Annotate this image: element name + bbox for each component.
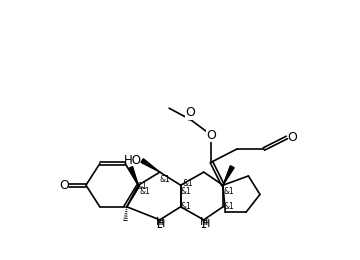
Text: &1: &1 <box>137 182 148 191</box>
Text: HO: HO <box>124 154 142 167</box>
Polygon shape <box>223 166 234 185</box>
Text: &1: &1 <box>181 202 192 211</box>
Text: O: O <box>59 179 69 192</box>
Text: O: O <box>287 131 297 144</box>
Polygon shape <box>141 159 160 172</box>
Polygon shape <box>129 167 138 185</box>
Text: H: H <box>199 217 208 227</box>
Text: &1: &1 <box>181 187 192 196</box>
Text: H: H <box>202 219 210 229</box>
Text: O: O <box>207 129 216 142</box>
Text: &1: &1 <box>140 187 150 196</box>
Text: O: O <box>186 106 195 119</box>
Text: &1: &1 <box>223 202 234 211</box>
Text: H: H <box>156 217 164 227</box>
Text: &1: &1 <box>223 187 234 196</box>
Text: &1: &1 <box>160 174 171 184</box>
Text: H: H <box>157 219 166 229</box>
Text: &1: &1 <box>183 179 194 188</box>
